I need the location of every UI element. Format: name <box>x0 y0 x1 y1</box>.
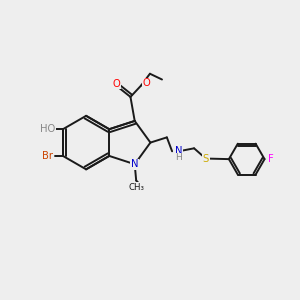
Text: O: O <box>142 78 150 88</box>
Text: H: H <box>175 153 182 162</box>
Text: Br: Br <box>42 151 53 161</box>
Text: S: S <box>202 154 209 164</box>
Text: O: O <box>112 79 120 89</box>
Text: HO: HO <box>40 124 55 134</box>
Text: CH₃: CH₃ <box>128 183 144 192</box>
Text: N: N <box>131 159 139 169</box>
Text: F: F <box>268 154 274 164</box>
Text: N: N <box>175 146 183 156</box>
